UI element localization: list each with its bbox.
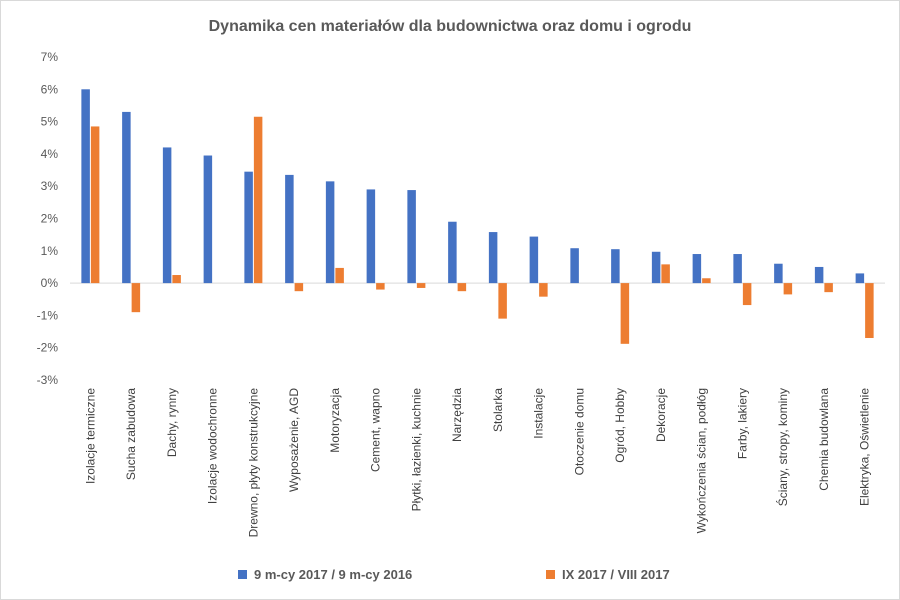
x-category-label: Farby, lakiery bbox=[735, 388, 749, 459]
x-category-label: Dekoracje bbox=[654, 388, 668, 442]
legend-swatch-series-2 bbox=[546, 570, 555, 579]
x-category-label: Narzędzia bbox=[450, 388, 464, 442]
bar-series-2 bbox=[253, 116, 263, 284]
bar-series-1 bbox=[570, 248, 579, 284]
bar-series-1 bbox=[285, 174, 294, 284]
bar-series-1 bbox=[244, 171, 253, 284]
x-category-label: Dachy, rynny bbox=[165, 388, 179, 457]
x-category-label: Drewno, płyty konstrukcyjne bbox=[246, 388, 260, 538]
bar-series-1 bbox=[203, 155, 213, 284]
x-category-label: Izolacje wodochronne bbox=[206, 388, 220, 504]
bar-series-1 bbox=[122, 111, 131, 284]
y-tick-label: 3% bbox=[41, 179, 59, 193]
bar-series-2 bbox=[376, 283, 385, 290]
bar-series-1 bbox=[529, 236, 539, 284]
y-tick-label: -1% bbox=[37, 308, 59, 322]
x-category-label: Sucha zabudowa bbox=[124, 388, 138, 480]
bar-series-1 bbox=[81, 89, 90, 284]
y-tick-label: -3% bbox=[37, 373, 59, 387]
bar-series-2 bbox=[865, 283, 874, 339]
bar-series-2 bbox=[702, 278, 711, 284]
bar-series-1 bbox=[366, 189, 376, 284]
y-tick-label: 2% bbox=[41, 212, 59, 226]
bar-series-2 bbox=[620, 283, 630, 344]
x-category-label: Cement, wapno bbox=[369, 388, 383, 472]
bar-series-2 bbox=[783, 283, 793, 295]
bar-series-2 bbox=[742, 283, 752, 306]
bar-series-2 bbox=[90, 126, 100, 284]
x-category-label: Izolacje termiczne bbox=[83, 388, 97, 484]
chart-title: Dynamika cen materiałów dla budownictwa … bbox=[208, 18, 692, 35]
bar-series-1 bbox=[325, 181, 335, 284]
bar-series-2 bbox=[335, 267, 344, 284]
legend-item-series-2: IX 2017 / VIII 2017 bbox=[546, 567, 670, 582]
x-category-label: Ogród, Hobby bbox=[613, 388, 627, 463]
bar-series-1 bbox=[488, 232, 498, 284]
x-category-label: Stolarka bbox=[491, 388, 505, 432]
bar-series-2 bbox=[172, 275, 181, 284]
bar-series-2 bbox=[131, 283, 141, 313]
bar-series-1 bbox=[692, 254, 702, 284]
y-tick-label: 0% bbox=[41, 276, 59, 290]
bar-series-2 bbox=[661, 264, 670, 284]
x-category-label: Płytki, łazienki, kuchnie bbox=[409, 388, 423, 512]
legend-label-series-2: IX 2017 / VIII 2017 bbox=[562, 567, 670, 582]
legend-item-series-1: 9 m-cy 2017 / 9 m-cy 2016 bbox=[238, 567, 412, 582]
bar-series-1 bbox=[162, 147, 172, 284]
bar-series-1 bbox=[651, 251, 661, 284]
legend-label-series-1: 9 m-cy 2017 / 9 m-cy 2016 bbox=[254, 567, 413, 582]
y-tick-label: 6% bbox=[41, 82, 59, 96]
x-category-label: Wykończenia ścian, podłóg bbox=[695, 388, 709, 533]
x-category-label: Elektryka, Oświetlenie bbox=[858, 388, 872, 506]
y-tick-label: 4% bbox=[41, 147, 59, 161]
x-category-label: Motoryzacja bbox=[328, 388, 342, 453]
bar-series-2 bbox=[294, 283, 304, 292]
legend: 9 m-cy 2017 / 9 m-cy 2016 IX 2017 / VIII… bbox=[0, 567, 900, 587]
y-tick-label: -2% bbox=[37, 341, 59, 355]
bar-series-2 bbox=[539, 283, 548, 297]
y-tick-label: 1% bbox=[41, 244, 59, 258]
x-category-label: Chemia budowlana bbox=[817, 388, 831, 491]
bar-series-2 bbox=[416, 283, 426, 288]
x-category-label: Instalacje bbox=[532, 388, 546, 439]
legend-swatch-series-1 bbox=[238, 570, 247, 579]
x-category-label: Wyposażenie, AGD bbox=[287, 388, 301, 492]
bar-series-1 bbox=[774, 263, 783, 284]
bar-series-1 bbox=[407, 190, 416, 284]
bar-series-1 bbox=[448, 221, 457, 284]
x-category-label: Otoczenie domu bbox=[572, 388, 586, 475]
bar-series-2 bbox=[824, 283, 833, 293]
y-tick-label: 5% bbox=[41, 115, 59, 129]
bar-series-2 bbox=[457, 283, 467, 292]
bar-series-2 bbox=[498, 283, 507, 319]
bar-series-1 bbox=[814, 266, 824, 284]
bar-series-1 bbox=[611, 249, 620, 284]
x-category-label: Ściany, stropy, kominy bbox=[775, 388, 790, 506]
bar-series-1 bbox=[733, 254, 742, 284]
y-tick-label: 7% bbox=[41, 50, 59, 64]
bar-series-1 bbox=[855, 273, 865, 284]
